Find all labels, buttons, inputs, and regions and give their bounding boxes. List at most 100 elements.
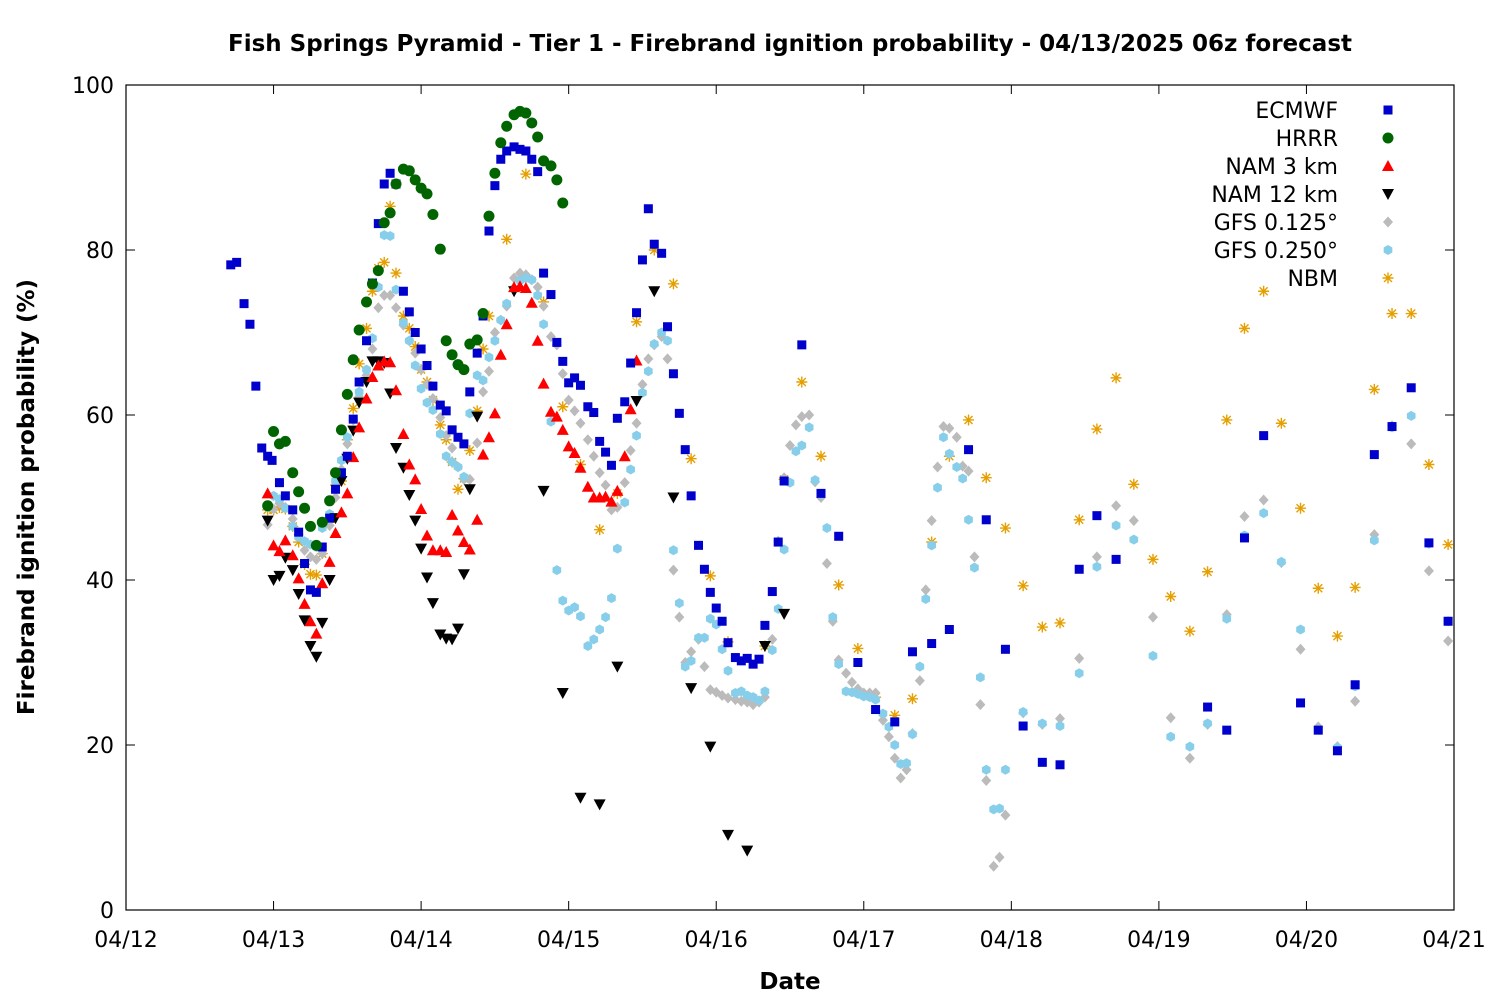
data-point bbox=[1128, 478, 1140, 490]
series-hrrr bbox=[262, 105, 569, 551]
data-point bbox=[545, 160, 557, 172]
data-point bbox=[908, 729, 917, 740]
data-point bbox=[502, 298, 512, 309]
data-point bbox=[378, 256, 390, 268]
x-tick-label: 04/16 bbox=[685, 928, 748, 953]
data-point bbox=[373, 302, 384, 314]
legend-label: NAM 12 km bbox=[1211, 183, 1338, 208]
y-tick-label: 100 bbox=[72, 74, 114, 99]
data-point bbox=[404, 307, 414, 317]
data-point bbox=[1259, 508, 1268, 519]
data-point bbox=[1349, 581, 1361, 593]
data-point bbox=[372, 359, 385, 371]
data-point bbox=[699, 564, 709, 574]
data-point bbox=[1036, 621, 1048, 633]
data-point bbox=[427, 209, 439, 221]
data-point bbox=[287, 513, 298, 525]
data-point bbox=[871, 694, 880, 705]
data-point bbox=[390, 178, 402, 190]
data-point bbox=[970, 562, 979, 573]
data-point bbox=[926, 515, 937, 527]
data-point bbox=[1017, 580, 1029, 592]
data-point bbox=[422, 361, 432, 370]
data-point bbox=[631, 417, 642, 429]
data-point bbox=[846, 676, 857, 688]
y-tick-label: 40 bbox=[86, 569, 114, 594]
data-point bbox=[379, 179, 389, 189]
data-point bbox=[779, 544, 789, 555]
data-point bbox=[527, 154, 537, 164]
data-point bbox=[999, 522, 1011, 534]
data-point bbox=[569, 405, 580, 417]
data-point bbox=[632, 308, 642, 318]
data-point bbox=[525, 296, 538, 308]
data-point bbox=[298, 615, 311, 627]
data-point bbox=[458, 364, 470, 376]
data-point bbox=[1055, 713, 1066, 725]
data-point bbox=[626, 358, 636, 368]
data-point bbox=[1387, 422, 1397, 432]
data-point bbox=[1331, 630, 1343, 642]
data-point bbox=[515, 144, 525, 154]
data-point bbox=[343, 432, 352, 443]
data-point bbox=[939, 432, 948, 443]
data-point bbox=[471, 411, 484, 423]
data-point bbox=[778, 608, 791, 620]
data-point bbox=[1000, 644, 1010, 654]
data-point bbox=[471, 513, 484, 525]
data-point bbox=[630, 395, 643, 407]
data-point bbox=[463, 484, 476, 496]
data-point bbox=[292, 572, 305, 584]
data-point bbox=[267, 575, 280, 586]
data-point bbox=[482, 431, 495, 443]
data-point bbox=[304, 568, 316, 580]
data-point bbox=[457, 536, 470, 548]
data-point bbox=[286, 565, 299, 577]
data-point bbox=[366, 285, 378, 297]
data-point bbox=[1423, 565, 1434, 577]
data-point bbox=[422, 397, 432, 408]
data-point bbox=[952, 461, 962, 472]
data-point bbox=[741, 845, 754, 857]
data-point bbox=[335, 476, 348, 487]
data-point bbox=[667, 278, 679, 290]
data-point bbox=[1275, 417, 1287, 429]
data-point bbox=[902, 758, 911, 769]
data-point bbox=[281, 503, 290, 514]
data-point bbox=[336, 468, 346, 478]
data-point bbox=[877, 714, 888, 726]
data-point bbox=[472, 348, 482, 358]
data-point bbox=[317, 542, 327, 552]
data-point bbox=[453, 432, 463, 442]
data-point bbox=[273, 545, 286, 557]
data-point bbox=[546, 290, 556, 300]
data-point bbox=[890, 717, 900, 727]
data-point bbox=[293, 486, 305, 498]
data-point bbox=[810, 475, 820, 486]
series-ecmwf bbox=[226, 142, 1453, 770]
data-point bbox=[1296, 624, 1305, 635]
data-point bbox=[463, 543, 476, 555]
data-point bbox=[995, 803, 1004, 814]
data-point bbox=[1350, 695, 1361, 707]
data-point bbox=[1368, 383, 1380, 395]
data-point bbox=[1202, 566, 1214, 578]
data-point bbox=[354, 386, 364, 397]
data-point bbox=[1074, 652, 1085, 664]
data-point bbox=[245, 319, 255, 329]
data-point bbox=[1111, 554, 1121, 564]
data-point bbox=[773, 537, 783, 547]
data-point bbox=[261, 487, 274, 499]
data-point bbox=[1147, 553, 1159, 565]
y-tick-label: 80 bbox=[86, 239, 114, 264]
data-point bbox=[958, 473, 967, 484]
data-point bbox=[754, 695, 764, 706]
data-point bbox=[556, 423, 569, 435]
data-point bbox=[890, 740, 900, 750]
data-point bbox=[494, 348, 507, 360]
data-point bbox=[410, 360, 420, 371]
data-point bbox=[594, 467, 605, 479]
data-point bbox=[384, 207, 396, 219]
data-point bbox=[496, 154, 506, 164]
data-point bbox=[760, 686, 770, 697]
